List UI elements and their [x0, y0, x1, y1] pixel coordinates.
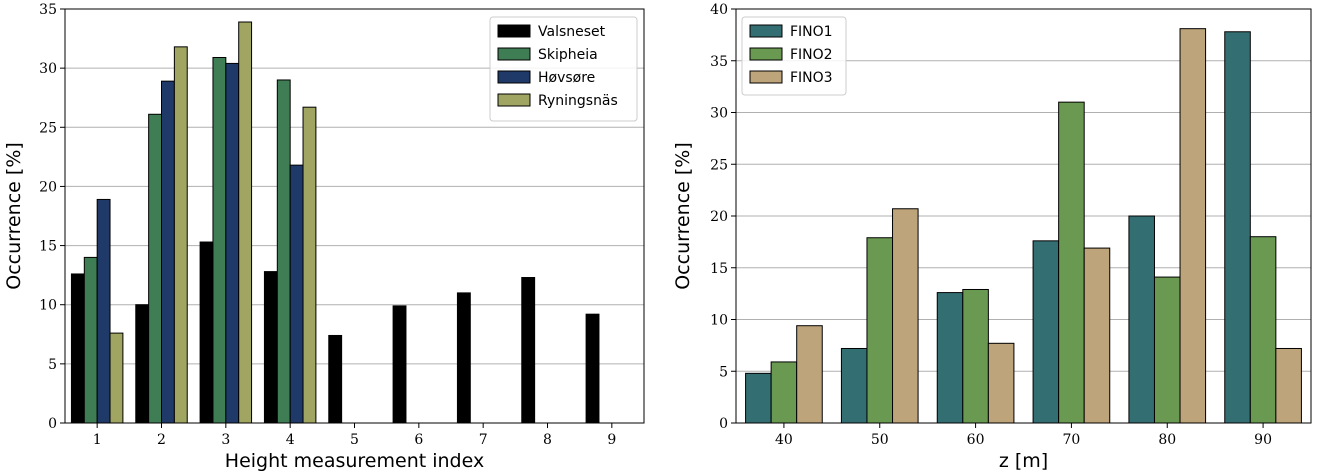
x-tick-label: 1	[93, 432, 102, 448]
bar-fino1-40	[745, 372, 772, 424]
bar-valsneset-4	[263, 271, 278, 424]
x-tick-label: 7	[479, 432, 488, 448]
bar-valsneset-9	[585, 313, 600, 424]
x-tick-label: 5	[350, 432, 359, 448]
bar-valsneset-7	[456, 292, 471, 424]
legend-label: Høvsøre	[538, 70, 595, 86]
legend-swatch	[497, 70, 531, 84]
y-tick-label: 25	[39, 120, 57, 136]
bar-fino1-80	[1128, 215, 1155, 424]
bar-fino3-80	[1179, 28, 1207, 424]
bar-fino3-60	[987, 342, 1015, 424]
y-axis-title: Occurrence [%]	[3, 142, 25, 290]
bar-ryningsnäs-3	[238, 21, 253, 424]
bar-valsneset-5	[328, 334, 343, 424]
bar-skipheia-3	[212, 56, 227, 424]
y-tick-label: 35	[710, 54, 728, 70]
bar-fino1-70	[1032, 240, 1060, 424]
legend-swatch	[497, 47, 531, 61]
legend-label: FINO1	[790, 24, 833, 40]
x-tick-label: 2	[157, 432, 166, 448]
bar-høvsøre-3	[225, 62, 240, 424]
y-tick-label: 25	[710, 157, 728, 173]
x-tick-label: 50	[871, 432, 889, 448]
bar-fino2-50	[866, 237, 894, 424]
bar-fino1-50	[840, 347, 868, 424]
legend-swatch	[749, 47, 783, 61]
x-tick-label: 6	[414, 432, 423, 448]
legend-swatch	[497, 93, 531, 107]
y-tick-label: 15	[710, 261, 728, 277]
legend-label: Skipheia	[538, 47, 598, 63]
y-tick-label: 20	[39, 179, 57, 195]
x-tick-label: 40	[775, 432, 793, 448]
bar-fino3-40	[796, 325, 823, 424]
bar-fino2-80	[1153, 276, 1181, 424]
bar-skipheia-1	[83, 256, 98, 424]
x-tick-label: 80	[1158, 432, 1176, 448]
bar-valsneset-1	[70, 273, 85, 424]
bar-fino2-60	[962, 288, 989, 424]
y-tick-label: 5	[48, 357, 57, 373]
y-tick-label: 0	[48, 416, 57, 432]
x-tick-label: 9	[607, 432, 616, 448]
bar-valsneset-2	[135, 304, 150, 424]
bar-høvsøre-1	[96, 198, 111, 424]
y-tick-label: 5	[719, 364, 728, 380]
y-tick-label: 10	[39, 298, 57, 314]
y-tick-label: 30	[39, 61, 57, 77]
x-tick-label: 90	[1254, 432, 1272, 448]
legend: Valsneset Skipheia Høvsøre Ryningsnäs	[489, 16, 638, 122]
bar-ryningsnäs-2	[173, 46, 188, 424]
x-tick-label: 8	[543, 432, 552, 448]
chart-panel-1: 0 5 10 15 20 25 30 35 1 2 3 4 5 6 7 8 9 Height measuremen…	[3, 2, 645, 472]
y-tick-label: 40	[710, 2, 728, 18]
y-tick-label: 10	[710, 313, 728, 329]
bar-fino1-90	[1224, 31, 1251, 424]
bar-valsneset-3	[199, 241, 214, 424]
chart-panel-2: 0 5 10 15 20 25 30 35 40 40 50 60 70 80 90 z [m] Occurre…	[672, 2, 1312, 472]
x-tick-label: 4	[286, 432, 295, 448]
x-tick-label: 60	[967, 432, 985, 448]
y-tick-label: 30	[710, 106, 728, 122]
y-tick-label: 0	[719, 416, 728, 432]
legend-swatch	[749, 24, 783, 38]
legend: FINO1 FINO2 FINO3	[741, 16, 847, 96]
bar-valsneset-8	[521, 277, 536, 424]
bar-høvsøre-4	[289, 164, 304, 424]
bar-ryningsnäs-4	[302, 106, 317, 424]
legend-label: Ryningsnäs	[538, 93, 618, 109]
legend-label: FINO2	[790, 47, 833, 63]
bar-valsneset-6	[392, 305, 407, 424]
x-axis-title: z [m]	[999, 450, 1048, 472]
bar-ryningsnäs-1	[109, 332, 124, 424]
bar-skipheia-2	[148, 113, 162, 424]
x-axis-title: Height measurement index	[225, 450, 484, 472]
bar-høvsøre-2	[161, 80, 175, 424]
y-axis-title: Occurrence [%]	[672, 142, 694, 290]
legend-swatch	[497, 24, 531, 38]
bar-fino1-60	[936, 292, 964, 424]
bar-skipheia-4	[276, 79, 291, 424]
bar-fino3-70	[1083, 247, 1111, 424]
y-tick-label: 15	[39, 239, 57, 255]
x-tick-label: 3	[221, 432, 230, 448]
legend-swatch	[749, 70, 783, 84]
bar-fino3-90	[1275, 347, 1302, 424]
bar-fino2-40	[770, 361, 798, 424]
legend-label: Valsneset	[538, 24, 606, 40]
y-tick-label: 20	[710, 209, 728, 225]
legend-label: FINO3	[790, 70, 833, 86]
x-tick-label: 70	[1063, 432, 1081, 448]
y-tick-label: 35	[39, 2, 57, 18]
bar-fino2-70	[1058, 101, 1085, 424]
bar-fino2-90	[1249, 236, 1277, 424]
bar-fino3-50	[892, 208, 919, 424]
